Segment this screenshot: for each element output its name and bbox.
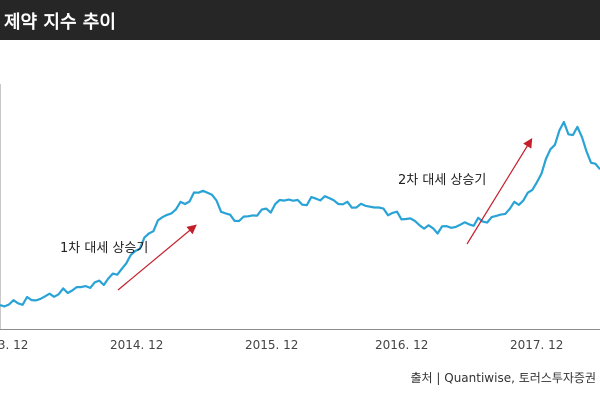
x-tick-label: 2015. 12: [245, 338, 298, 352]
pharma-index-line: [0, 120, 600, 308]
title-bar: 제약 지수 추이: [0, 0, 600, 40]
chart-title: 제약 지수 추이: [4, 12, 116, 33]
x-axis-line: [0, 329, 600, 330]
annotation-label-1: 1차 대세 상승기: [60, 241, 148, 256]
annotation-label-2: 2차 대세 상승기: [398, 173, 486, 188]
x-tick-label: 2016. 12: [375, 338, 428, 352]
source-note: 출처 | Quantiwise, 토러스투자증권: [410, 371, 597, 385]
annotation-arrow-2: [466, 137, 533, 245]
left-rule: [0, 84, 1, 330]
x-tick-label: 2014. 12: [110, 338, 163, 352]
annotation-arrow-1: [117, 224, 197, 291]
x-tick-label: 2013. 12: [0, 338, 28, 352]
x-tick-label: 2017. 12: [510, 338, 563, 352]
